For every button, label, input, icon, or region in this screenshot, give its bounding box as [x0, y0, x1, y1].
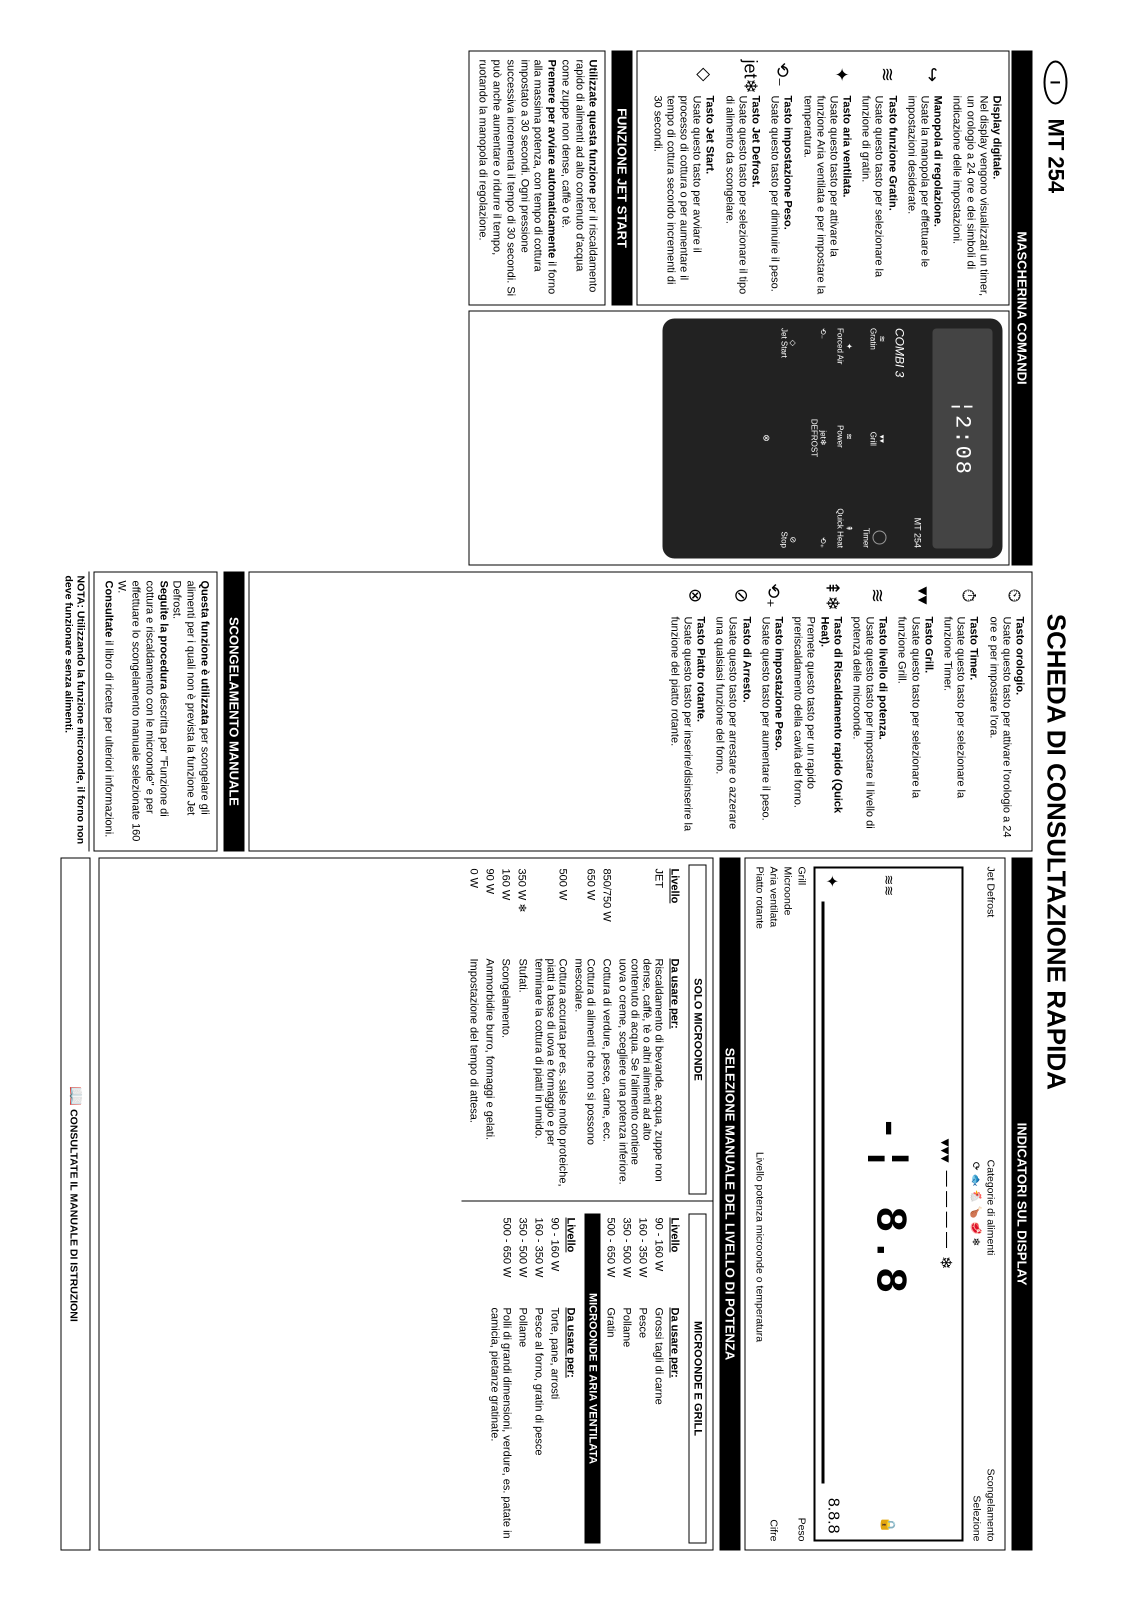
panel-header: MASCHERINA COMANDI	[1012, 51, 1033, 566]
power-row: 350 - 500 WPollame	[619, 1214, 635, 1544]
control-panel-image: ¦2:08 MT 254 COMBI 3 ≋Gratin ▾▾Grill Tim…	[663, 318, 1003, 558]
control-icon: ≋	[849, 581, 889, 611]
power-row: 0 WImpostazione del tempo di attesa.	[466, 865, 482, 1195]
control-icon	[950, 60, 1003, 90]
control-icon: jet❄	[722, 60, 762, 90]
jetstart-body: Utilizzate questa funzione per il riscal…	[468, 51, 606, 306]
country-oval: I	[1044, 61, 1068, 105]
control-description: ≋ Tasto livello di potenza.Usate questo …	[849, 581, 889, 843]
consult-manual: 📖 CONSULTATE IL MANUALE DI ISTRUZIONI	[61, 858, 91, 1551]
control-description: ⇞❄ Tasto di Riscaldamento rapido (Quick …	[791, 581, 844, 843]
control-description: ⟲₋ Tasto impostazione Peso.Usate questo …	[768, 60, 794, 297]
jetstart-header: FUNZIONE JET START	[612, 51, 633, 306]
control-description: ⟲₊ Tasto impostazione Peso.Usate questo …	[758, 581, 784, 843]
power-row: 160 - 350 WPesce al forno, gratin di pes…	[531, 1214, 547, 1544]
power-row: 850/750 WCottura di verdure, pesce, carn…	[599, 865, 615, 1195]
page-header: I MT 254 SCHEDA DI CONSULTAZIONE RAPIDA	[1041, 51, 1072, 1551]
control-description: ✦ Tasto aria ventilata.Usate questo tast…	[800, 60, 853, 297]
power-row: 160 WScongelamento.	[498, 865, 514, 1195]
solo-mw-header: SOLO MICROONDE	[689, 865, 707, 1195]
control-icon: ⏱	[940, 581, 980, 611]
power-row: 350 - 500 WPollame	[515, 1214, 531, 1544]
panel-lcd: ¦2:08	[933, 328, 993, 548]
control-icon: ◇	[650, 60, 716, 90]
mw-aria-table: LivelloDa usare per: 90 - 160 WTorte, pa…	[487, 1214, 579, 1544]
power-row: 500 - 650 WPolli di grandi dimensioni, v…	[487, 1214, 515, 1544]
control-icon: ⟲₊	[758, 581, 784, 611]
mw-grill-table: LivelloDa usare per: 90 - 160 WGrossi ta…	[603, 1214, 683, 1544]
control-icon: ⊘	[713, 581, 753, 611]
power-row: 90 WAmmorbidire burro, formaggi e gelati…	[482, 865, 498, 1195]
power-row: JETRiscaldamento di bevande, acqua, zupp…	[615, 865, 667, 1195]
power-selection-header: SELEZIONE MANUALE DEL LIVELLO DI POTENZA	[720, 858, 741, 1551]
control-icon: ✦	[800, 60, 853, 90]
control-description: ⏲ Tasto orologio.Usate questo tasto per …	[986, 581, 1026, 843]
control-description: ▾▾ Tasto Grill.Usate questo tasto per se…	[895, 581, 935, 843]
control-description: ↪ Manopola di regolazione.Usate la manop…	[904, 60, 944, 297]
power-row: 350 W ❄Stufati.	[514, 865, 531, 1195]
control-description: ◇ Tasto Jet Start.Usate questo tasto per…	[650, 60, 716, 297]
lcd-digits: -¦ 8.8	[864, 904, 914, 1508]
control-icon: ⟲₋	[768, 60, 794, 90]
control-description: jet❄ Tasto Jet Defrost.Usate questo tast…	[722, 60, 762, 297]
note-line: NOTA: Utilizzando la funzione microonde,…	[61, 572, 90, 852]
control-icon: ⏲	[986, 581, 1026, 611]
power-row: 90 - 160 WGrossi tagli di carne	[651, 1214, 667, 1544]
scong-header: SCONGELAMENTO MANUALE	[224, 572, 245, 852]
solo-mw-table: LivelloDa usare per: JETRiscaldamento di…	[466, 865, 683, 1195]
control-icon: ▾▾	[895, 581, 935, 611]
control-description: ⏱ Tasto Timer.Usate questo tasto per sel…	[940, 581, 980, 843]
display-indicators: Jet DefrostCategorie di alimentiScongela…	[745, 858, 1006, 1551]
control-description: ⊗ Tasto Piatto rotante.Usate questo tast…	[667, 581, 707, 843]
mw-grill-header: MICROONDE E GRILL	[689, 1214, 707, 1544]
mw-aria-header: MICROONDE E ARIA VENTILATA	[585, 1214, 601, 1544]
page-title: SCHEDA DI CONSULTAZIONE RAPIDA	[1041, 153, 1072, 1550]
power-row: 650 WCottura di alimenti che non si poss…	[571, 865, 599, 1195]
control-icon: ⇞❄	[791, 581, 844, 611]
power-row: 500 WCottura accurata per es. salse molt…	[531, 865, 571, 1195]
control-description: ⊘ Tasto di Arresto.Usate questo tasto pe…	[713, 581, 753, 843]
control-icon: ↪	[904, 60, 944, 90]
control-description: ≋ Tasto funzione Gratin.Usate questo tas…	[859, 60, 899, 297]
scong-body: Questa funzione è utilizzata per scongel…	[94, 572, 218, 852]
power-row: 90 - 160 WTorte, pane, arrosti	[547, 1214, 563, 1544]
power-row: 160 - 350 WPesce	[635, 1214, 651, 1544]
control-icon: ⊗	[667, 581, 707, 611]
power-row: 500 - 650 WGratin	[603, 1214, 619, 1544]
control-description: Display digitale.Nel display vengono vis…	[950, 60, 1003, 297]
display-indicators-header: INDICATORI SUL DISPLAY	[1012, 858, 1033, 1551]
control-icon: ≋	[859, 60, 899, 90]
